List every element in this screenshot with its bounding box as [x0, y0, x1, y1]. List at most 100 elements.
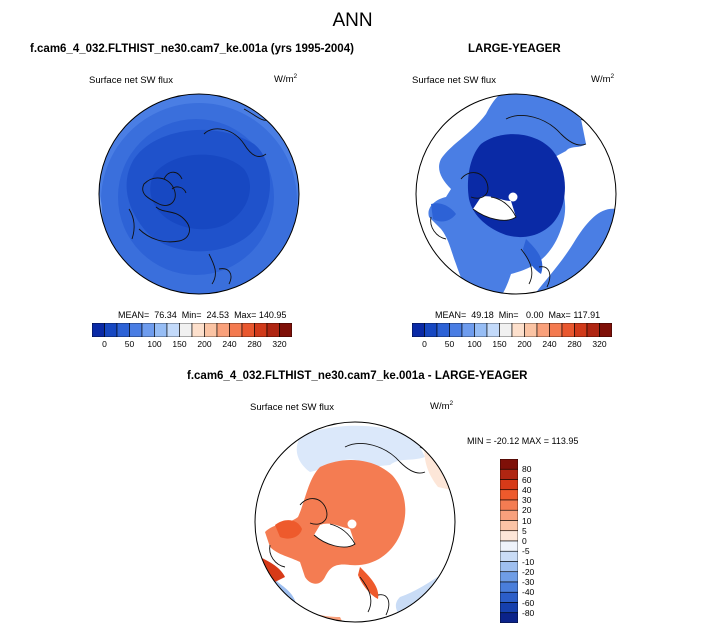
diff-polar-map — [254, 421, 456, 623]
colorbar-swatch — [216, 323, 230, 337]
model-coast-canada — [128, 208, 135, 240]
colorbar-swatch — [500, 459, 518, 470]
colorbar-swatch — [561, 323, 575, 337]
colorbar-swatch — [500, 468, 518, 480]
diff-map-border — [254, 421, 456, 623]
model-units-label: W/m2 — [274, 72, 298, 85]
colorbar-swatch — [179, 323, 193, 337]
model-coast-archipelago — [163, 171, 187, 194]
diff-colorbar-labels: 80 60 40 30 20 10 5 0 -5 -10 -20 -30 -40 -60 -80 — [522, 459, 552, 623]
model-field-core — [150, 154, 250, 230]
obs-units-label: W/m2 — [591, 72, 615, 85]
model-coast-arctic-islands — [142, 177, 176, 206]
diff-coast-siberia — [344, 443, 426, 474]
colorbar-tick-label: 100 — [467, 339, 482, 349]
diff-colorbar — [500, 459, 518, 623]
model-map-border — [98, 93, 300, 295]
obs-polar-map — [415, 93, 617, 295]
colorbar-swatch — [266, 323, 280, 337]
model-colorbar-labels: 0 50 100 150 200 240 280 320 — [92, 339, 292, 351]
colorbar-tick-label: 30 — [522, 495, 532, 505]
colorbar-swatch — [499, 323, 513, 337]
obs-map-border — [415, 93, 617, 295]
obs-colorbar-labels: 0 50 100 150 200 240 280 320 — [412, 339, 612, 351]
obs-land-greenland — [473, 196, 516, 221]
colorbar-tick-label: 10 — [522, 515, 532, 526]
colorbar-swatch — [500, 489, 518, 501]
colorbar-swatch — [141, 323, 155, 337]
diff-coastlines — [269, 443, 441, 616]
colorbar-tick-label: -5 — [522, 546, 530, 557]
colorbar-swatch — [500, 540, 518, 552]
obs-colorbar — [412, 323, 612, 337]
model-coast-scandinavia — [208, 253, 232, 285]
diff-coast-scandinavia — [359, 576, 390, 616]
obs-pole-hole — [508, 192, 518, 202]
colorbar-swatch — [599, 323, 612, 337]
colorbar-swatch — [549, 323, 563, 337]
colorbar-tick-label: 50 — [444, 339, 455, 349]
colorbar-swatch — [436, 323, 450, 337]
diff-units-label: W/m2 — [430, 399, 454, 412]
colorbar-swatch — [241, 323, 255, 337]
colorbar-swatch — [500, 602, 518, 614]
obs-coast-greenland — [472, 196, 517, 221]
colorbar-tick-label: 280 — [567, 339, 582, 349]
colorbar-tick-label: 0 — [102, 339, 107, 349]
model-variable-label: Surface net SW flux — [89, 75, 173, 86]
colorbar-swatch — [524, 323, 538, 337]
colorbar-swatch — [500, 571, 518, 583]
diff-coast-canada — [269, 544, 286, 568]
colorbar-swatch — [424, 323, 438, 337]
obs-case-title: LARGE-YEAGER — [468, 43, 561, 55]
obs-coast-arctic-islands — [460, 172, 489, 199]
colorbar-tick-label: 150 — [172, 339, 187, 349]
model-coast-siberia — [203, 128, 267, 157]
colorbar-tick-label: 320 — [272, 339, 287, 349]
colorbar-swatch — [536, 323, 550, 337]
colorbar-swatch — [449, 323, 463, 337]
colorbar-tick-label: -60 — [522, 597, 535, 608]
colorbar-tick-label: -20 — [522, 566, 535, 577]
obs-stats-text: MEAN= 49.18 Min= 0.00 Max= 117.91 — [435, 310, 601, 320]
colorbar-tick-label: 100 — [147, 339, 162, 349]
colorbar-swatch — [474, 323, 488, 337]
colorbar-swatch — [104, 323, 118, 337]
colorbar-swatch — [412, 323, 425, 337]
obs-field-hudson — [431, 203, 456, 222]
colorbar-swatch — [116, 323, 130, 337]
colorbar-swatch — [191, 323, 205, 337]
colorbar-swatch — [154, 323, 168, 337]
colorbar-swatch — [92, 323, 105, 337]
colorbar-tick-label: 200 — [517, 339, 532, 349]
colorbar-swatch — [500, 581, 518, 593]
colorbar-swatch — [461, 323, 475, 337]
colorbar-swatch — [500, 591, 518, 603]
colorbar-tick-label: 240 — [542, 339, 557, 349]
colorbar-swatch — [574, 323, 588, 337]
colorbar-swatch — [500, 612, 518, 623]
diff-field-labrador-strong — [259, 557, 285, 582]
colorbar-swatch — [586, 323, 600, 337]
colorbar-tick-label: 5 — [522, 525, 527, 536]
colorbar-tick-label: -10 — [522, 556, 535, 567]
colorbar-tick-label: 0 — [422, 339, 427, 349]
colorbar-tick-label: 200 — [197, 339, 212, 349]
obs-coast-scandinavia — [520, 248, 551, 288]
diff-field-pacific — [296, 425, 425, 472]
diff-field-hudson-strong — [275, 520, 302, 539]
colorbar-tick-label: -30 — [522, 577, 535, 587]
diff-case-title: f.cam6_4_032.FLTHIST_ne30.cam7_ke.001a -… — [187, 370, 528, 382]
colorbar-swatch — [511, 323, 525, 337]
colorbar-swatch — [229, 323, 243, 337]
colorbar-swatch — [204, 323, 218, 337]
colorbar-tick-label: 50 — [124, 339, 135, 349]
diff-field-barents-strong — [358, 567, 379, 599]
colorbar-swatch — [500, 479, 518, 491]
colorbar-swatch — [279, 323, 292, 337]
obs-coast-canada — [430, 216, 447, 240]
model-case-title: f.cam6_4_032.FLTHIST_ne30.cam7_ke.001a (… — [30, 43, 354, 55]
colorbar-tick-label: 20 — [522, 505, 532, 516]
colorbar-swatch — [500, 520, 518, 532]
colorbar-tick-label: 0 — [522, 536, 527, 546]
